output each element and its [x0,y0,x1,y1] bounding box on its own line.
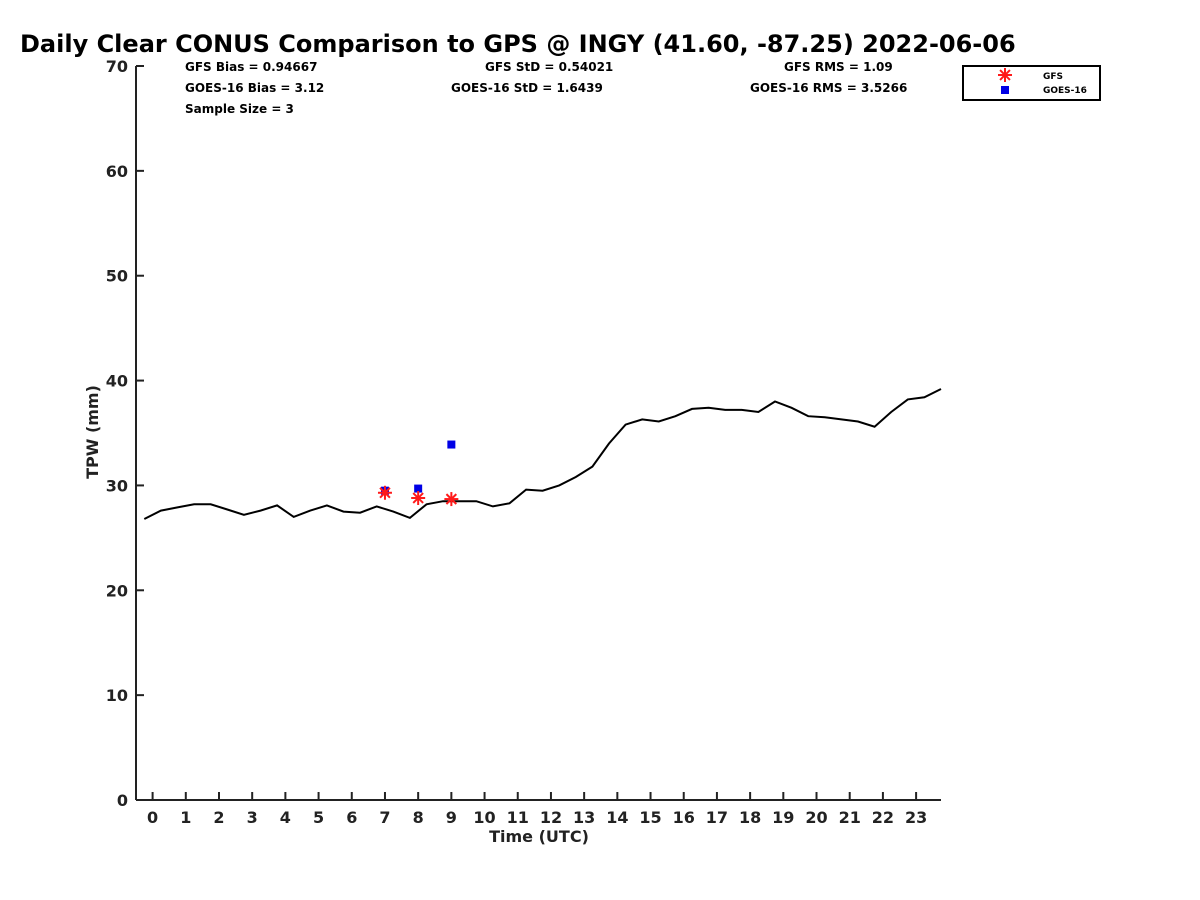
y-tick-label: 60 [106,162,128,181]
x-tick-label: 5 [313,808,324,827]
legend-gfs-marker [998,68,1012,82]
legend-box [962,65,1101,101]
gps-tpw-line [143,388,942,520]
goes16-point [447,440,456,449]
x-tick-label: 14 [606,808,628,827]
legend-gfs-asterisk [998,68,1012,82]
x-tick-label: 3 [247,808,258,827]
y-tick-label: 10 [106,686,128,705]
stat-gfs-std: GFS StD = 0.54021 [485,60,613,74]
legend-goes-marker [1001,86,1009,94]
stat-gfs-rms: GFS RMS = 1.09 [784,60,893,74]
y-tick-label: 30 [106,476,128,495]
x-tick-label: 15 [639,808,661,827]
marker-layer [377,440,459,507]
x-axis-label: Time (UTC) [489,827,589,846]
x-tick-label: 1 [180,808,191,827]
stat-goes-bias: GOES-16 Bias = 3.12 [185,81,324,95]
y-tick-label: 50 [106,267,128,286]
x-tick-label: 18 [739,808,761,827]
x-tick-label: 22 [872,808,894,827]
x-tick-label: 7 [379,808,390,827]
x-tick-label: 21 [839,808,861,827]
y-axis-label: TPW (mm) [83,385,102,479]
x-tick-label: 17 [706,808,728,827]
y-tick-label: 70 [106,57,128,76]
x-tick-label: 20 [805,808,827,827]
x-tick-label: 16 [673,808,695,827]
x-tick-label: 11 [507,808,529,827]
x-tick-label: 13 [573,808,595,827]
gfs-point [444,492,459,507]
legend-label-gfs: GFS [1043,72,1063,82]
x-tick-label: 6 [346,808,357,827]
gfs-point [377,485,392,500]
x-tick-label: 10 [473,808,495,827]
gfs-point [411,491,426,506]
x-tick-label: 0 [147,808,158,827]
x-tick-label: 23 [905,808,927,827]
y-tick-label: 0 [117,791,128,810]
goes16-point [414,484,423,493]
chart-title: Daily Clear CONUS Comparison to GPS @ IN… [20,30,1016,58]
x-tick-label: 2 [213,808,224,827]
stat-goes-std: GOES-16 StD = 1.6439 [451,81,603,95]
y-tick-label: 40 [106,372,128,391]
x-tick-label: 9 [446,808,457,827]
legend: GFS GOES-16 [962,65,1101,101]
x-tick-label: 19 [772,808,794,827]
gps-line-layer [143,388,942,520]
stat-gfs-bias: GFS Bias = 0.94667 [185,60,317,74]
x-tick-label: 8 [413,808,424,827]
x-tick-label: 4 [280,808,291,827]
x-tick-label: 12 [540,808,562,827]
y-tick-label: 20 [106,581,128,600]
legend-label-goes: GOES-16 [1043,86,1087,96]
stat-sample-size: Sample Size = 3 [185,102,294,116]
stat-goes-rms: GOES-16 RMS = 3.5266 [750,81,907,95]
